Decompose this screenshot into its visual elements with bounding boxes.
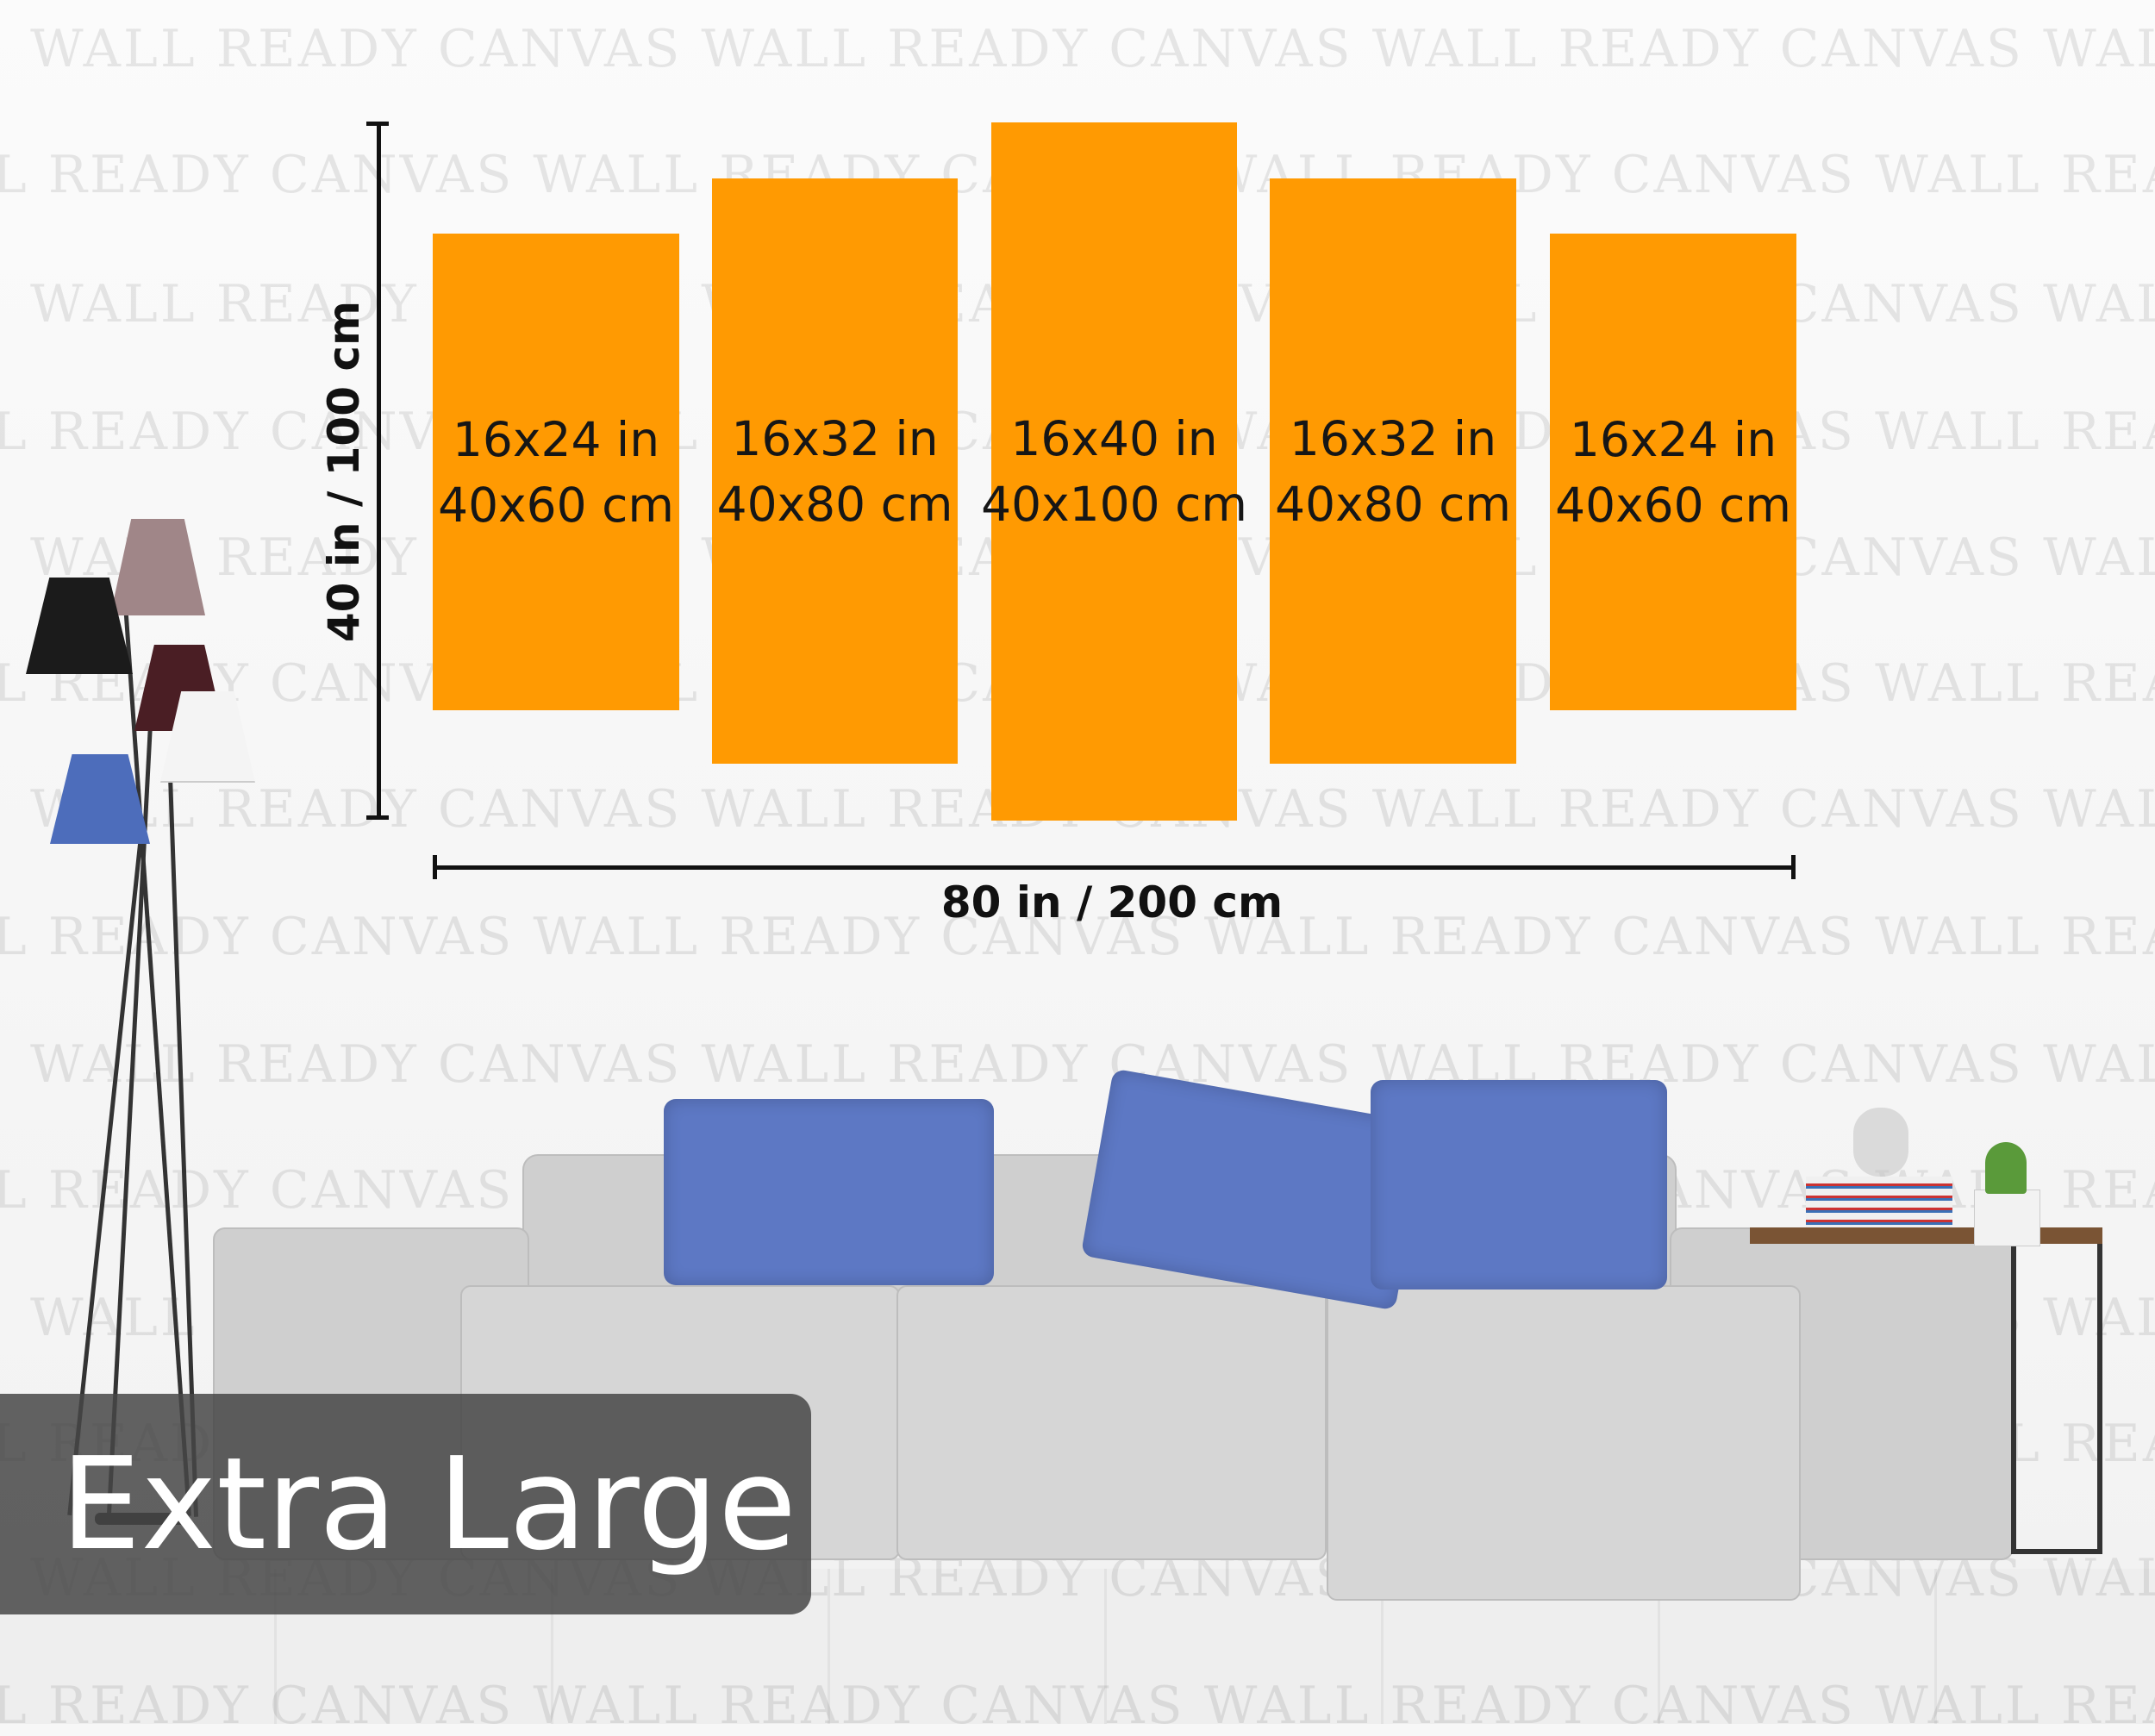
- canvas-panel-4: 16x32 in 40x80 cm: [1270, 178, 1516, 764]
- size-badge: Extra Large: [0, 1394, 811, 1614]
- panel-size-in: 16x24 in: [452, 411, 660, 467]
- panel-size-cm: 40x100 cm: [981, 477, 1247, 532]
- width-dimension-label: 80 in / 200 cm: [940, 877, 1284, 927]
- canvas-panel-2: 16x32 in 40x80 cm: [712, 178, 958, 764]
- panel-size-in: 16x32 in: [1289, 410, 1497, 466]
- panel-size-cm: 40x60 cm: [1555, 477, 1791, 533]
- panel-size-in: 16x40 in: [1010, 411, 1218, 466]
- width-dimension-cap: [1791, 855, 1796, 879]
- watermark-row: WALL READY CANVAS WALL READY CANVAS WALL…: [30, 1034, 2155, 1095]
- watermark-row: WALL READY CANVAS WALL READY CANVAS WALL…: [30, 19, 2155, 79]
- height-dimension-label: 40 in / 100 cm: [319, 300, 369, 643]
- height-dimension-line: [377, 123, 381, 819]
- width-dimension-cap: [433, 855, 437, 879]
- size-badge-label: Extra Large: [60, 1430, 797, 1578]
- book-stack: [1806, 1177, 1952, 1227]
- width-dimension-line: [434, 865, 1794, 870]
- panel-size-in: 16x32 in: [731, 410, 939, 466]
- plant-pot: [1974, 1190, 2040, 1246]
- height-dimension-cap: [366, 122, 389, 126]
- watermark-row: WALL READY CANVAS WALL READY CANVAS WALL…: [0, 907, 2155, 967]
- vase: [1853, 1108, 1908, 1177]
- panel-size-cm: 40x80 cm: [1275, 476, 1511, 532]
- canvas-panel-1: 16x24 in 40x60 cm: [433, 234, 679, 710]
- panel-size-cm: 40x80 cm: [716, 476, 953, 532]
- panel-size-cm: 40x60 cm: [438, 477, 674, 533]
- cactus: [1985, 1142, 2027, 1194]
- height-dimension-cap: [366, 815, 389, 820]
- canvas-panel-5: 16x24 in 40x60 cm: [1550, 234, 1796, 710]
- watermark-row: WALL READY CANVAS WALL READY CANVAS WALL…: [0, 1676, 2155, 1736]
- pillow: [664, 1099, 994, 1285]
- pillow: [1371, 1080, 1667, 1290]
- canvas-panel-3: 16x40 in 40x100 cm: [981, 122, 1247, 821]
- panel-size-in: 16x24 in: [1569, 411, 1777, 467]
